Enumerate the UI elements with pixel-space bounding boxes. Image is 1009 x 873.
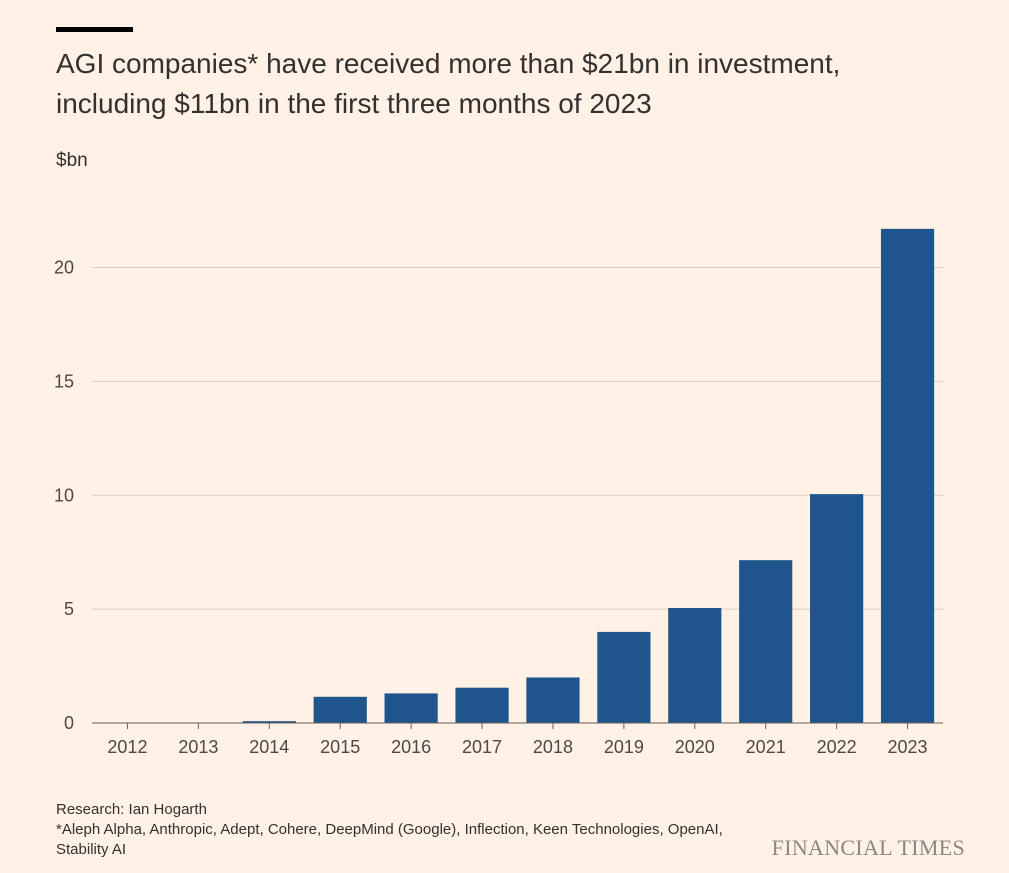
ft-logo: FINANCIAL TIMES — [771, 835, 965, 860]
x-tick-label-2016: 2016 — [391, 737, 431, 757]
footer: Research: Ian Hogarth *Aleph Alpha, Anth… — [56, 800, 776, 860]
bar-chart: 0 5 10 15 20 2012 2013 2014 2015 2016 2017 2018 2019… — [54, 228, 943, 757]
x-tick-label-2020: 2020 — [675, 737, 715, 757]
x-tick-label-2019: 2019 — [604, 737, 644, 757]
bar-2020 — [668, 607, 722, 723]
bar-2017 — [455, 687, 509, 723]
gridlines — [92, 267, 943, 610]
bar-2021 — [739, 560, 793, 723]
axes: 0 5 10 15 20 2012 2013 2014 2015 2016 2017 2018 2019… — [54, 258, 943, 757]
y-axis-unit-label: $bn — [56, 150, 88, 171]
y-tick-label-10: 10 — [54, 485, 74, 505]
chart-title: AGI companies* have received more than $… — [56, 48, 841, 119]
bar-2018 — [526, 677, 580, 723]
bar-2019 — [597, 631, 651, 723]
x-tick-label-2015: 2015 — [320, 737, 360, 757]
x-tick-label-2018: 2018 — [533, 737, 573, 757]
x-tick-label-2013: 2013 — [178, 737, 218, 757]
bar-2022 — [810, 494, 864, 723]
source-note: Research: Ian Hogarth — [56, 801, 207, 818]
bar-2014 — [242, 721, 296, 723]
x-tick-label-2022: 2022 — [817, 737, 857, 757]
x-tick-label-2012: 2012 — [107, 737, 147, 757]
bar-2015 — [313, 696, 367, 723]
x-tick-label-2017: 2017 — [462, 737, 502, 757]
bar-2023 — [880, 228, 935, 723]
footnote: *Aleph Alpha, Anthropic, Adept, Cohere, … — [56, 821, 723, 858]
x-tick-label-2023: 2023 — [888, 737, 928, 757]
y-tick-label-0: 0 — [64, 713, 74, 733]
bars — [100, 228, 935, 724]
y-tick-label-20: 20 — [54, 258, 74, 278]
y-tick-label-5: 5 — [64, 599, 74, 619]
bar-2016 — [384, 693, 438, 723]
x-tick-label-2021: 2021 — [746, 737, 786, 757]
top-accent-bar — [56, 27, 133, 32]
y-tick-label-15: 15 — [54, 371, 74, 391]
x-tick-label-2014: 2014 — [249, 737, 289, 757]
